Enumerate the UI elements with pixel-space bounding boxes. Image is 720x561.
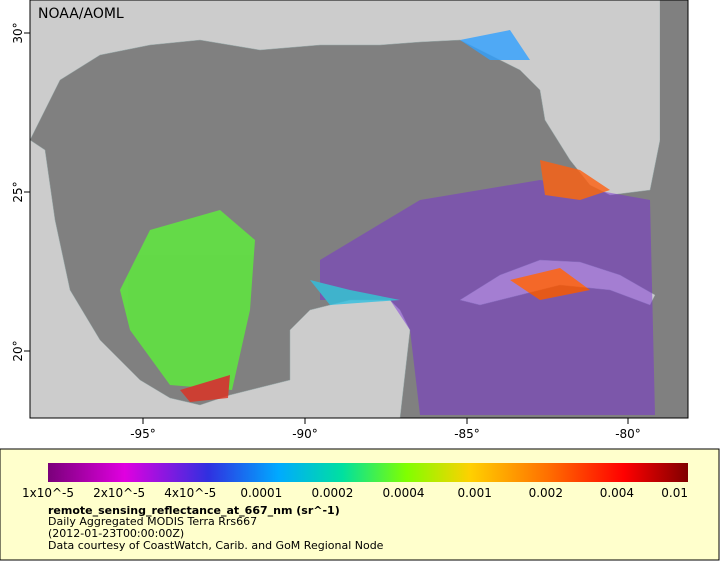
colorbar-label: 0.0001 <box>240 486 282 500</box>
colorbar-label: 1x10^-5 <box>22 486 74 500</box>
colorbar-label: 0.0002 <box>311 486 353 500</box>
colorbar-label: 4x10^-5 <box>164 486 216 500</box>
colorbar-label: 0.01 <box>661 486 688 500</box>
colorbar-label: 0.004 <box>600 486 634 500</box>
map-credit: NOAA/AOML <box>38 6 124 22</box>
lat-tick-label: 20° <box>11 340 25 361</box>
lat-ticks: 30° 25° 20° <box>11 22 30 362</box>
map-frame <box>29 0 689 419</box>
data-overlay <box>120 30 655 415</box>
colorbar-labels: 1x10^-5 2x10^-5 4x10^-5 0.0001 0.0002 0.0004 0… <box>22 486 688 500</box>
lon-tick-label: -95° <box>130 427 156 441</box>
colorbar-label: 2x10^-5 <box>93 486 145 500</box>
legend-source: Data courtesy of CoastWatch, Carib. and … <box>48 539 384 552</box>
ocean <box>660 0 688 418</box>
legend-time: (2012-01-23T00:00:00Z) <box>48 527 184 540</box>
lon-tick-label: -85° <box>454 427 480 441</box>
lon-ticks: -95° -90° -85° -80° <box>130 418 641 441</box>
lat-tick-label: 30° <box>11 22 25 43</box>
map: NOAA/AOML <box>30 0 688 418</box>
colorbar-label: 0.001 <box>457 486 491 500</box>
lat-tick-label: 25° <box>11 181 25 202</box>
land <box>30 139 411 418</box>
legend-description: Daily Aggregated MODIS Terra Rrs667 <box>48 515 257 528</box>
legend-variable: remote_sensing_reflectance_at_667_nm (sr… <box>48 504 340 517</box>
lon-tick-label: -90° <box>292 427 318 441</box>
colorbar-label: 0.002 <box>529 486 563 500</box>
lon-tick-label: -80° <box>615 427 641 441</box>
colorbar-label: 0.0004 <box>383 486 425 500</box>
colorbar <box>48 463 688 482</box>
